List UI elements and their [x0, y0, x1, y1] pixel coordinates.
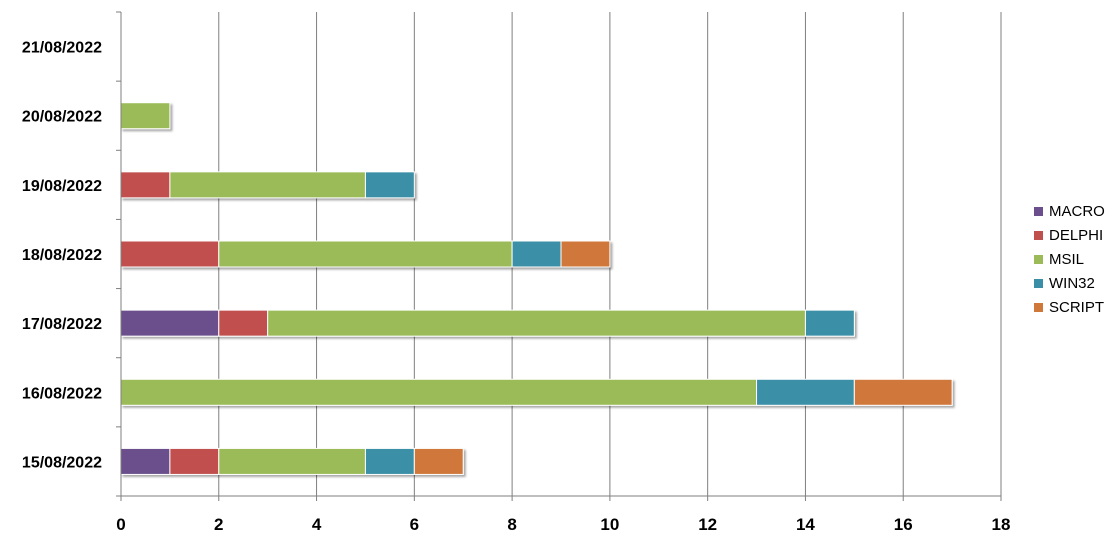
legend-swatch	[1034, 206, 1043, 216]
bar-segment-script	[560, 240, 611, 268]
bar-row	[120, 447, 464, 475]
legend: MACRO DELPHI MSIL WIN32 SCRIPT	[1034, 199, 1118, 319]
bar-segment-macro	[120, 447, 171, 475]
bar-segment-win32	[511, 240, 562, 268]
category-label: 18/08/2022	[22, 247, 102, 264]
x-tick-label: 12	[698, 515, 717, 534]
x-tick-label: 2	[214, 515, 223, 534]
legend-label: DELPHI	[1049, 226, 1104, 244]
legend-label: WIN32	[1049, 274, 1095, 292]
bar-row	[120, 378, 953, 406]
bar-row	[120, 309, 855, 337]
legend-swatch	[1034, 278, 1043, 288]
category-label: 21/08/2022	[22, 40, 102, 57]
category-labels: 15/08/2022 16/08/2022 17/08/2022 18/08/2022…	[22, 40, 102, 472]
bar-segment-macro	[120, 309, 220, 337]
legend-item-macro: MACRO	[1034, 199, 1118, 223]
bar-segment-delphi	[218, 309, 269, 337]
x-tick-labels: 0 2 4 6 8 10 12 14 16 18	[116, 515, 1010, 534]
x-tick-label: 16	[894, 515, 913, 534]
category-label: 15/08/2022	[22, 454, 102, 471]
legend-item-msil: MSIL	[1034, 247, 1118, 271]
legend-label: SCRIPT	[1049, 298, 1105, 316]
x-tick-label: 8	[507, 515, 516, 534]
legend-swatch	[1034, 230, 1043, 240]
legend-item-delphi: DELPHI	[1034, 223, 1118, 247]
legend-label: MACRO	[1049, 202, 1105, 220]
bar-segment-msil	[169, 171, 366, 199]
bar-segment-msil	[267, 309, 806, 337]
legend-swatch	[1034, 302, 1043, 312]
bars-group	[120, 102, 953, 475]
x-tick-label: 4	[312, 515, 322, 534]
x-tick-label: 0	[116, 515, 125, 534]
bar-row	[120, 171, 415, 199]
category-label: 17/08/2022	[22, 316, 102, 333]
x-tick-label: 18	[992, 515, 1011, 534]
bar-segment-win32	[756, 378, 855, 406]
x-tick-label: 6	[410, 515, 419, 534]
bar-segment-msil	[120, 102, 171, 130]
bar-segment-msil	[218, 240, 513, 268]
legend-swatch	[1034, 254, 1043, 264]
category-label: 19/08/2022	[22, 178, 102, 195]
x-tick-label: 14	[796, 515, 815, 534]
bar-segment-msil	[218, 447, 366, 475]
bar-segment-script	[413, 447, 464, 475]
bar-segment-win32	[364, 171, 415, 199]
bar-segment-delphi	[169, 447, 220, 475]
bar-row	[120, 102, 171, 130]
legend-label: MSIL	[1049, 250, 1085, 268]
x-tick-label: 10	[600, 515, 619, 534]
bar-segment-delphi	[120, 240, 220, 268]
bar-segment-script	[853, 378, 953, 406]
bar-row	[120, 240, 611, 268]
bar-segment-delphi	[120, 171, 171, 199]
bar-segment-msil	[120, 378, 758, 406]
bar-segment-win32	[364, 447, 415, 475]
category-label: 20/08/2022	[22, 109, 102, 126]
legend-item-win32: WIN32	[1034, 271, 1118, 295]
bar-segment-win32	[804, 309, 855, 337]
axes-group	[116, 11, 1002, 501]
category-label: 16/08/2022	[22, 385, 102, 402]
legend-item-script: SCRIPT	[1034, 295, 1118, 319]
